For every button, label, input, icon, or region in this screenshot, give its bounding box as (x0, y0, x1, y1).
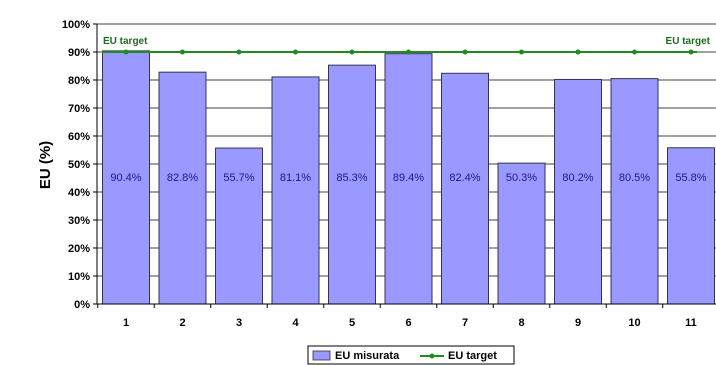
target-point (519, 49, 524, 55)
y-tick-label: 0% (74, 299, 90, 311)
bar-data-label: 82.8% (167, 172, 198, 184)
y-tick-label: 50% (68, 159, 90, 171)
legend-box (307, 345, 515, 365)
y-tick-label: 100% (62, 19, 90, 31)
target-point (632, 49, 637, 55)
x-tick-label: 11 (685, 317, 697, 329)
bar (667, 147, 715, 305)
bar-data-label: 55.8% (675, 172, 706, 184)
bar-data-label: 90.4% (110, 172, 141, 184)
bar (610, 78, 659, 305)
x-tick-label: 7 (462, 317, 468, 329)
y-ticks: 0% 10% 20% 30% 40% 50% 60% 70% 80% 90% 100% (62, 19, 97, 311)
bar-data-label: 85.3% (336, 172, 367, 184)
legend-line-marker (429, 353, 435, 359)
bar-data-label: 80.2% (562, 172, 593, 184)
x-tick-label: 4 (292, 317, 299, 329)
y-tick-label: 60% (68, 131, 90, 143)
target-point (688, 49, 694, 55)
y-tick-label: 80% (68, 75, 90, 87)
legend: EU misurata EU target (307, 345, 515, 365)
bar (441, 72, 489, 305)
x-ticks: 1 2 3 4 5 6 7 8 9 10 11 (97, 304, 697, 329)
bar-data-label: 89.4% (393, 172, 424, 184)
target-point (462, 49, 468, 55)
x-tick-label: 8 (518, 317, 524, 329)
bar (384, 53, 433, 305)
x-tick-label: 2 (179, 317, 185, 329)
bar-data-label: 82.4% (449, 172, 480, 184)
y-axis-label: EU (%) (37, 141, 54, 189)
bar (554, 78, 602, 305)
y-tick-label: 70% (68, 103, 90, 115)
target-annotation-left: EU target (103, 36, 148, 47)
x-tick-label: 1 (123, 317, 129, 329)
target-point (123, 49, 129, 55)
x-tick-label: 9 (575, 317, 581, 329)
y-tick-label: 10% (68, 271, 90, 283)
bar (497, 162, 546, 305)
bar (328, 64, 376, 305)
legend-label-line: EU target (448, 350, 497, 362)
y-tick-label: 30% (68, 215, 90, 227)
y-tick-label: 90% (68, 47, 90, 59)
bar-data-label: 50.3% (506, 172, 537, 184)
x-tick-label: 10 (628, 317, 640, 329)
y-tick-label: 20% (68, 243, 90, 255)
y-tick-label: 40% (68, 187, 90, 199)
target-point (236, 49, 242, 55)
bar (158, 71, 207, 305)
target-annotation-right: EU target (666, 36, 711, 47)
target-point (575, 49, 581, 55)
legend-bar-swatch (312, 350, 331, 361)
legend-label-bars: EU misurata (335, 350, 400, 362)
x-tick-label: 5 (349, 317, 355, 329)
target-point (180, 49, 185, 55)
x-tick-label: 6 (405, 317, 411, 329)
target-point (293, 49, 298, 55)
bar-data-label: 81.1% (280, 172, 311, 184)
bar-labels: 90.4% 82.8% 55.7% 81.1% 85.3% 89.4% 82.4% 50.3%… (110, 172, 706, 184)
bar-data-label: 80.5% (619, 172, 650, 184)
bar (271, 76, 320, 305)
bar-data-label: 55.7% (223, 172, 254, 184)
target-line (102, 49, 697, 55)
target-point (406, 49, 411, 55)
target-point (349, 49, 355, 55)
x-tick-label: 3 (236, 317, 242, 329)
bars (102, 50, 715, 305)
